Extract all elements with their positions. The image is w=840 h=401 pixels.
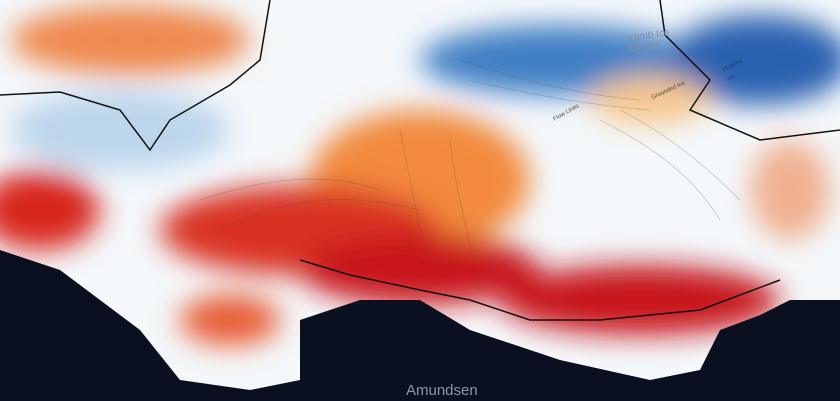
flow-lines	[199, 59, 741, 291]
grounding-line-east	[659, 0, 840, 141]
grounding-line	[0, 0, 271, 152]
amundsen-sea-label: Amundsen	[406, 382, 478, 399]
